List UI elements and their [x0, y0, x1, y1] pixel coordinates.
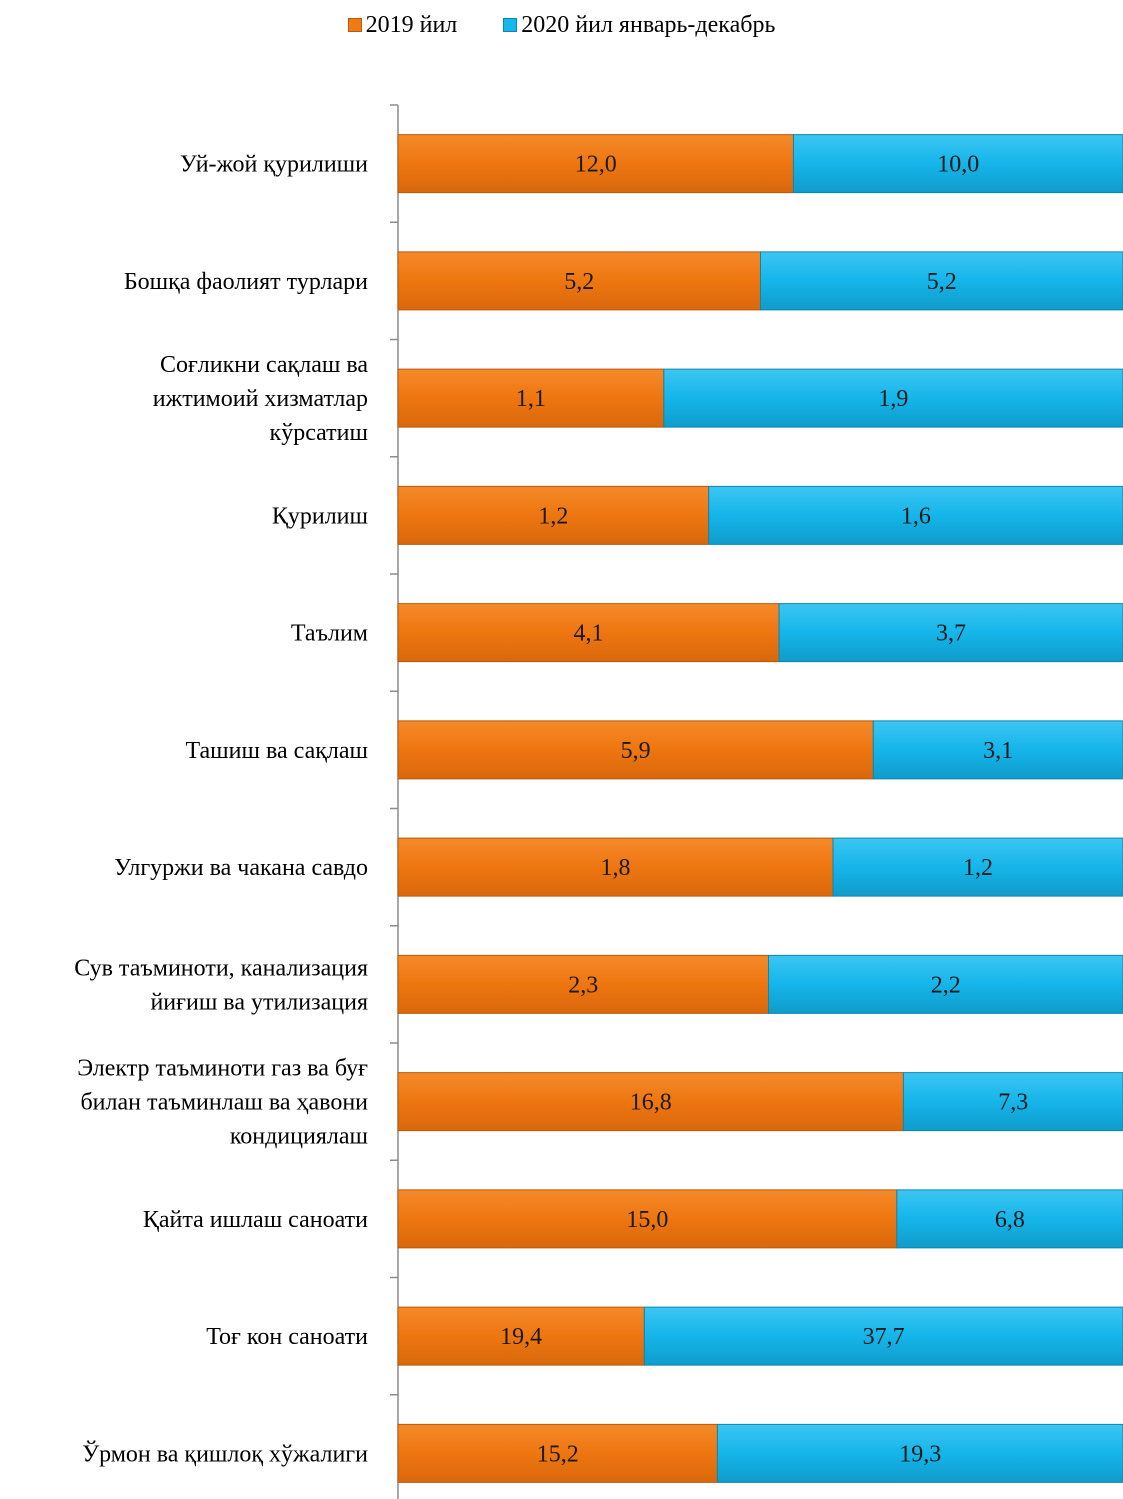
- bar-segment-2020: [663, 368, 1123, 428]
- category-label-line: ижтимоий хизматлар: [153, 386, 368, 412]
- category-label-line: Бошқа фаолият турлари: [124, 269, 368, 295]
- legend-swatch-2020: [503, 18, 518, 32]
- category-label-line: билан таъминлаш ва ҳавони: [80, 1090, 368, 1116]
- data-label-2019: 5,9: [621, 738, 651, 764]
- category-labels: 12,0 10,0 Уй-жой қурилиши 5,2 5,2 Бошқа фаоли…: [74, 152, 1028, 1468]
- legend-swatch-2019: [347, 18, 362, 32]
- category-label-line: Электр таъминоти газ ва буғ: [77, 1056, 368, 1082]
- category-label-line: Уй-жой қурилиши: [180, 152, 368, 178]
- data-label-2019: 15,0: [626, 1207, 668, 1233]
- data-label-2020: 37,7: [863, 1324, 905, 1350]
- bar-segment-2019: [397, 954, 770, 1014]
- bar-segment-2020: [716, 1423, 1123, 1483]
- bar-segment-2019: [397, 134, 794, 194]
- bar-segment-2019: [397, 1072, 904, 1132]
- data-label-2020: 3,7: [936, 621, 966, 647]
- data-label-2019: 1,8: [601, 855, 631, 881]
- category-label: Бошқа фаолият турлари: [124, 269, 368, 295]
- category-label-line: Ташиш ва сақлаш: [185, 738, 368, 764]
- data-label-2020: 3,1: [983, 738, 1013, 764]
- category-label: Соғликни сақлаш ва ижтимоий хизматлар кўрс…: [153, 352, 369, 446]
- data-label-2019: 1,2: [538, 503, 568, 529]
- bar-segment-2020: [872, 720, 1123, 780]
- category-label-line: Сув таъминоти, канализация: [74, 955, 368, 981]
- bar-layer: [397, 134, 1123, 1483]
- data-label-2020: 7,3: [998, 1090, 1028, 1116]
- chart-legend: 2019 йил 2020 йил январь-декабрь: [0, 8, 1123, 42]
- category-label-line: Таълим: [291, 621, 368, 647]
- category-label-line: кўрсатиш: [270, 420, 369, 446]
- bar-segment-2019: [397, 368, 665, 428]
- category-label: Тоғ кон саноати: [206, 1324, 368, 1350]
- bar-segment-2020: [792, 134, 1123, 194]
- bar-segment-2019: [397, 720, 874, 780]
- category-label-line: Соғликни сақлаш ва: [160, 352, 368, 378]
- bar-segment-2020: [778, 603, 1123, 663]
- data-label-2020: 1,2: [963, 855, 993, 881]
- data-label-2019: 15,2: [537, 1441, 579, 1467]
- bar-segment-2019: [397, 251, 761, 311]
- bar-segment-2019: [397, 1189, 898, 1249]
- data-label-2020: 5,2: [927, 269, 957, 295]
- bar-segment-2020: [832, 837, 1123, 897]
- data-label-2020: 1,6: [901, 503, 931, 529]
- bar-segment-2019: [397, 603, 780, 663]
- category-label-line: Улгуржи ва чакана савдо: [114, 855, 368, 881]
- legend-label-2019: 2019 йил: [365, 11, 458, 38]
- data-label-2019: 12,0: [575, 152, 617, 178]
- bar-segment-2020: [708, 485, 1123, 545]
- category-label: Қурилиш: [272, 503, 369, 529]
- legend-item-2019: 2019 йил: [347, 11, 458, 39]
- category-label: Ташиш ва сақлаш: [185, 738, 368, 764]
- bar-segment-2020: [643, 1306, 1123, 1366]
- bar-segment-2020: [768, 954, 1123, 1014]
- category-label: Сув таъминоти, канализация йиғиш ва утили…: [74, 955, 368, 1015]
- data-label-2020: 10,0: [937, 152, 979, 178]
- category-label-line: кондициялаш: [230, 1124, 369, 1150]
- axis-layer: [390, 104, 399, 1499]
- legend-label-2020: 2020 йил январь-декабрь: [521, 11, 776, 38]
- category-label: Ўрмон ва қишлоқ хўжалиги: [82, 1441, 368, 1467]
- data-label-2020: 19,3: [899, 1441, 941, 1467]
- category-label-line: йиғиш ва утилизация: [150, 989, 368, 1015]
- bar-segment-2019: [397, 485, 710, 545]
- bar-segment-2019: [397, 1306, 645, 1366]
- category-label-line: Қайта ишлаш саноати: [143, 1207, 368, 1233]
- data-label-2020: 6,8: [995, 1207, 1025, 1233]
- bar-segment-2020: [896, 1189, 1123, 1249]
- category-label: Қайта ишлаш саноати: [143, 1207, 368, 1233]
- legend-item-2020: 2020 йил январь-декабрь: [503, 12, 775, 39]
- category-label: Таълим: [291, 621, 368, 647]
- category-label-line: Ўрмон ва қишлоқ хўжалиги: [82, 1441, 368, 1467]
- data-label-2020: 2,2: [931, 972, 961, 998]
- data-label-2019: 4,1: [574, 621, 604, 647]
- category-label-line: Тоғ кон саноати: [206, 1324, 368, 1350]
- category-label: Уй-жой қурилиши: [180, 152, 368, 178]
- category-label: Электр таъминоти газ ва буғ билан таъминл…: [77, 1056, 368, 1150]
- data-label-2019: 2,3: [568, 972, 598, 998]
- category-label-line: Қурилиш: [272, 503, 369, 529]
- bar-segment-2019: [397, 1423, 718, 1483]
- data-label-2019: 19,4: [500, 1324, 542, 1350]
- bar-segment-2019: [397, 837, 834, 897]
- data-label-2019: 5,2: [564, 269, 594, 295]
- bar-segment-2020: [760, 251, 1123, 311]
- data-label-2020: 1,9: [878, 386, 908, 412]
- data-label-2019: 1,1: [516, 386, 546, 412]
- data-label-2019: 16,8: [630, 1090, 672, 1116]
- category-label: Улгуржи ва чакана савдо: [114, 855, 368, 881]
